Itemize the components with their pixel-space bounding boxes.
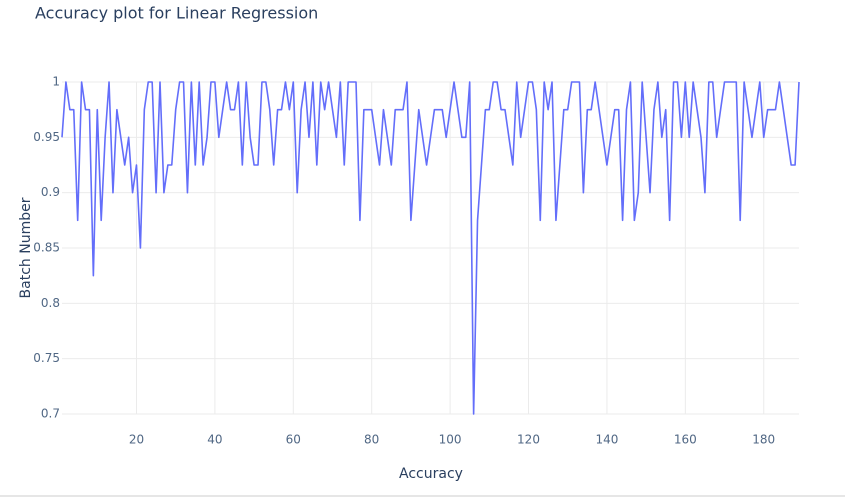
x-axis-title: Accuracy (399, 466, 463, 482)
x-tick-label: 180 (752, 433, 775, 447)
y-tick-label: 0.7 (41, 407, 60, 421)
chart-title: Accuracy plot for Linear Regression (35, 4, 318, 23)
x-tick-label: 40 (207, 433, 222, 447)
y-tick-label: 0.8 (41, 296, 60, 310)
data-line (61, 81, 800, 415)
x-tick-label: 80 (364, 433, 379, 447)
y-tick-label: 0.9 (41, 185, 60, 199)
x-tick-label: 140 (595, 433, 618, 447)
y-axis-title: Batch Number (18, 197, 34, 298)
x-tick-label: 20 (129, 433, 144, 447)
x-tick-label: 100 (439, 433, 462, 447)
y-tick-label: 0.95 (33, 130, 60, 144)
x-tick-label: 60 (286, 433, 301, 447)
y-tick-label: 0.75 (33, 351, 60, 365)
x-tick-label: 120 (517, 433, 540, 447)
y-tick-label: 1 (52, 75, 60, 89)
x-tick-label: 160 (674, 433, 697, 447)
y-tick-label: 0.85 (33, 241, 60, 255)
